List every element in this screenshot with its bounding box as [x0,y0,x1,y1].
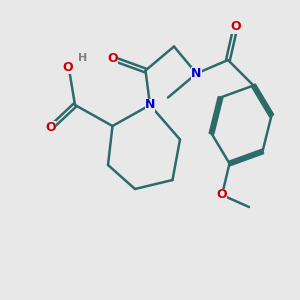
Text: O: O [46,121,56,134]
Text: N: N [191,67,202,80]
Text: O: O [62,61,73,74]
Text: N: N [145,98,155,112]
Text: O: O [107,52,118,65]
Text: O: O [217,188,227,202]
Text: O: O [230,20,241,34]
Text: H: H [78,53,87,64]
